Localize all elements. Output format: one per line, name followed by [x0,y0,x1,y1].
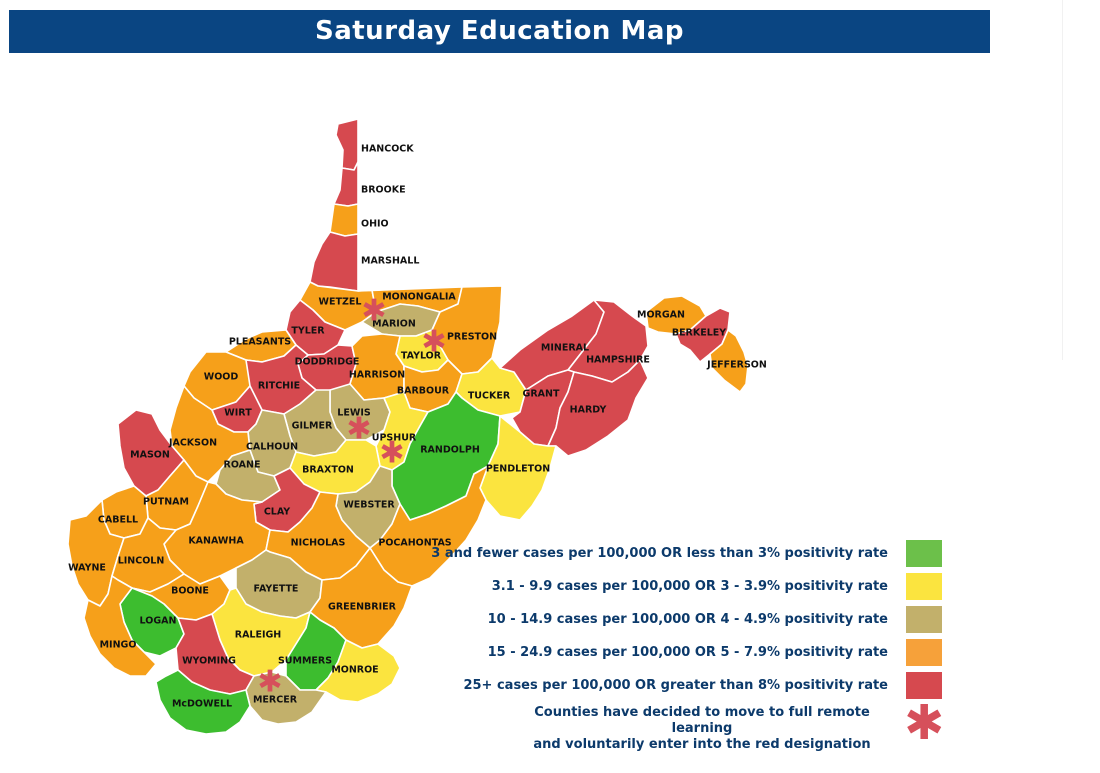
legend-row-remote: Counties have decided to move to full re… [470,699,944,752]
county-labels-layer: HANCOCK BROOKE OHIO MARSHALL WETZEL MONONGALI… [68,144,767,710]
legend-remote-label: Counties have decided to move to full re… [512,705,892,753]
county-label-monroe: MONROE [331,665,378,676]
county-label-mercer: MERCER [253,695,298,706]
legend-swatch-khaki [906,606,942,633]
county-label-calhoun: CALHOUN [246,442,298,453]
county-mercer [245,671,327,725]
county-label-pleasants: PLEASANTS [229,337,291,348]
county-ohio [329,203,359,237]
county-label-wetzel: WETZEL [319,297,362,308]
legend-row-green: 3 and fewer cases per 100,000 OR less th… [431,540,942,567]
county-jefferson [709,329,749,393]
legend-remote-line1: Counties have decided to move to full re… [534,705,870,736]
county-label-brooke: BROOKE [361,185,406,196]
county-hancock [335,118,359,171]
county-monroe [315,639,401,703]
asterisk-icon: ✱ [361,294,386,329]
legend-row-red: 25+ cases per 100,000 OR greater than 8%… [463,672,942,699]
county-label-gilmer: GILMER [292,421,333,432]
county-label-summers: SUMMERS [278,656,332,667]
county-label-lewis: LEWIS [337,408,371,419]
asterisk-icon: ✱ [257,665,282,700]
county-label-putnam: PUTNAM [143,497,189,508]
county-label-roane: ROANE [224,460,261,471]
county-pendleton [479,415,557,521]
county-brooke [333,161,359,207]
asterisk-icon: ✱ [346,412,371,447]
county-label-morgan: MORGAN [637,310,685,321]
county-label-wood: WOOD [204,372,239,383]
legend-swatch-orange [906,639,942,666]
county-label-wyoming: WYOMING [182,656,236,667]
county-label-pocahontas: POCAHONTAS [378,538,451,549]
legend-label-orange: 15 - 24.9 cases per 100,000 OR 5 - 7.9% … [487,645,888,660]
county-label-boone: BOONE [171,586,209,597]
county-marshall [309,231,359,292]
county-label-cabell: CABELL [98,515,138,526]
county-label-webster: WEBSTER [343,500,395,511]
county-label-hardy: HARDY [570,405,607,416]
county-label-clay: CLAY [264,507,290,518]
county-label-tucker: TUCKER [468,391,511,402]
county-label-harrison: HARRISON [349,370,405,381]
county-label-mingo: MINGO [100,640,137,651]
legend-label-khaki: 10 - 14.9 cases per 100,000 OR 4 - 4.9% … [487,612,888,627]
frame-divider [1062,0,1063,360]
county-label-randolph: RANDOLPH [420,445,480,456]
county-label-tyler: TYLER [291,326,325,337]
asterisk-icon: ✱ [421,325,446,360]
legend-label-yellow: 3.1 - 9.9 cases per 100,000 OR 3 - 3.9% … [491,579,888,594]
county-label-wirt: WIRT [224,408,252,419]
county-label-monongalia: MONONGALIA [382,292,456,303]
county-label-lincoln: LINCOLN [118,556,165,567]
county-label-jefferson: JEFFERSON [706,360,767,371]
county-mingo [83,575,157,677]
legend-swatch-yellow [906,573,942,600]
county-label-marshall: MARSHALL [361,256,419,267]
legend-row-orange: 15 - 24.9 cases per 100,000 OR 5 - 7.9% … [470,639,942,666]
counties-layer [67,118,749,735]
legend-row-yellow: 3.1 - 9.9 cases per 100,000 OR 3 - 3.9% … [470,573,942,600]
county-label-upshur: UPSHUR [372,433,417,444]
county-label-nicholas: NICHOLAS [291,538,346,549]
county-label-greenbrier: GREENBRIER [328,602,397,613]
county-label-ohio: OHIO [361,219,389,230]
remote-markers-layer: ✱✱✱✱✱ [257,294,446,700]
county-hardy [547,359,649,457]
asterisk-icon: ✱ [379,436,404,471]
county-label-braxton: BRAXTON [302,465,354,476]
county-label-preston: PRESTON [447,332,497,343]
asterisk-icon: ✱ [904,695,945,751]
legend-remote-line2: and voluntarily enter into the red desig… [533,737,871,752]
county-label-mineral: MINERAL [541,343,589,354]
county-label-wayne: WAYNE [68,563,106,574]
county-label-raleigh: RALEIGH [235,630,282,641]
legend-swatch-red [906,672,942,699]
map-title: Saturday Education Map [9,10,990,53]
county-label-jackson: JACKSON [168,438,217,449]
legend-label-red: 25+ cases per 100,000 OR greater than 8%… [463,678,888,693]
county-label-ritchie: RITCHIE [258,381,300,392]
county-label-grant: GRANT [523,389,560,400]
county-label-doddridge: DODDRIDGE [295,357,360,368]
county-label-fayette: FAYETTE [254,584,299,595]
county-label-taylor: TAYLOR [401,351,442,362]
county-label-kanawha: KANAWHA [188,536,244,547]
legend-swatch-green [906,540,942,567]
county-label-hampshire: HAMPSHIRE [586,355,650,366]
legend-row-khaki: 10 - 14.9 cases per 100,000 OR 4 - 4.9% … [470,606,942,633]
county-label-berkeley: BERKELEY [672,328,726,339]
county-label-barbour: BARBOUR [397,386,450,397]
county-label-logan: LOGAN [140,616,177,627]
county-mcdowell [155,669,251,735]
county-label-hancock: HANCOCK [361,144,414,155]
county-label-mcdowell: McDOWELL [172,699,232,710]
legend-label-green: 3 and fewer cases per 100,000 OR less th… [431,546,888,561]
county-label-mason: MASON [130,450,170,461]
county-label-marion: MARION [372,319,416,330]
county-label-pendleton: PENDLETON [486,464,550,475]
